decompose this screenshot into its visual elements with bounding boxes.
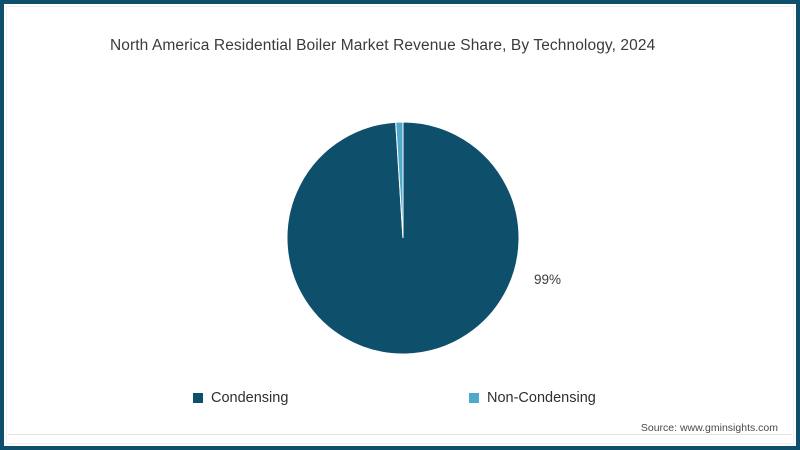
pie-data-label-condensing: 99% (534, 272, 562, 287)
pie-slice-non-condensing[interactable] (395, 121, 404, 239)
page-title: North America Residential Boiler Market … (110, 37, 656, 54)
legend-item-non-condensing[interactable]: Non-Condensing (469, 390, 596, 406)
legend-swatch-icon-condensing (193, 393, 203, 403)
source-divider (8, 434, 792, 435)
legend-item-condensing[interactable]: Condensing (193, 390, 288, 406)
legend-swatch-icon-non-condensing (469, 393, 479, 403)
chart-legend: Condensing Non-Condensing (4, 390, 796, 414)
source-attribution: Source: www.gminsights.com (640, 422, 778, 434)
legend-label-condensing: Condensing (211, 390, 289, 406)
pie-chart-svg (286, 121, 520, 355)
pie-chart (283, 118, 523, 358)
legend-label-non-condensing: Non-Condensing (487, 390, 596, 406)
pie-slice-group (286, 121, 520, 355)
